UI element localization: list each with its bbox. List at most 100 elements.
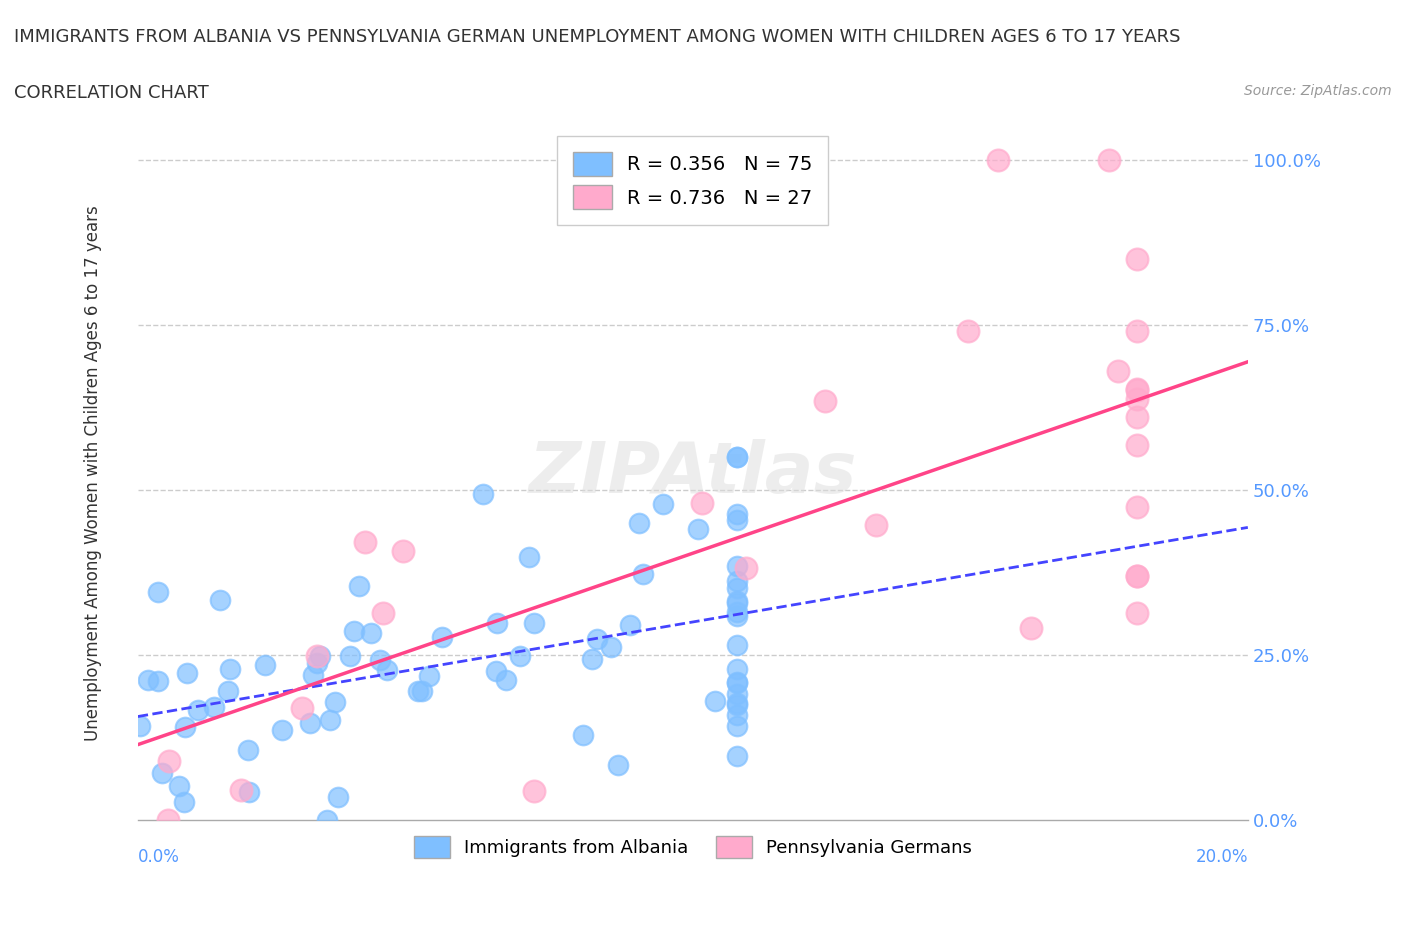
Point [1126, 381, 1149, 396]
Point [328, 790, 350, 804]
Point [735, 561, 758, 576]
Point [231, 782, 253, 797]
Point [581, 651, 603, 666]
Point [725, 574, 748, 589]
Point [686, 521, 709, 536]
Point [354, 535, 377, 550]
Point [725, 507, 748, 522]
Point [323, 695, 346, 710]
Point [725, 707, 748, 722]
Point [347, 578, 370, 593]
Point [1098, 153, 1121, 167]
Point [725, 580, 748, 595]
Point [360, 626, 382, 641]
Point [1126, 437, 1149, 452]
Text: Unemployment Among Women with Children Ages 6 to 17 years: Unemployment Among Women with Children A… [84, 206, 103, 741]
Point [495, 672, 517, 687]
Point [813, 393, 835, 408]
Text: IMMIGRANTS FROM ALBANIA VS PENNSYLVANIA GERMAN UNEMPLOYMENT AMONG WOMEN WITH CHI: IMMIGRANTS FROM ALBANIA VS PENNSYLVANIA … [14, 28, 1181, 46]
Point [208, 592, 231, 607]
Point [138, 673, 160, 688]
Point [523, 615, 546, 630]
Text: Source: ZipAtlas.com: Source: ZipAtlas.com [1244, 84, 1392, 98]
Point [725, 604, 748, 619]
Point [174, 720, 197, 735]
Point [1126, 568, 1149, 583]
Point [238, 784, 260, 799]
Point [339, 648, 361, 663]
Point [305, 656, 328, 671]
Point [254, 658, 277, 672]
Point [509, 648, 531, 663]
Point [725, 593, 748, 608]
Point [169, 778, 191, 793]
Point [1126, 251, 1149, 266]
Point [725, 695, 748, 710]
Point [987, 153, 1010, 167]
Text: 0.0%: 0.0% [138, 848, 180, 866]
Text: ZIPAtlas: ZIPAtlas [529, 439, 858, 508]
Point [217, 684, 239, 698]
Point [1107, 364, 1129, 379]
Point [406, 684, 429, 698]
Point [725, 637, 748, 652]
Legend: Immigrants from Albania, Pennsylvania Germans: Immigrants from Albania, Pennsylvania Ge… [405, 827, 981, 867]
Text: 20.0%: 20.0% [1195, 848, 1249, 866]
Point [411, 684, 433, 698]
Point [204, 699, 226, 714]
Point [309, 648, 332, 663]
Point [315, 813, 337, 828]
Point [865, 518, 887, 533]
Point [418, 668, 440, 683]
Point [1126, 568, 1149, 583]
Point [173, 794, 195, 809]
Point [307, 648, 329, 663]
Point [725, 449, 748, 464]
Point [692, 496, 714, 511]
Point [486, 616, 509, 631]
Point [187, 703, 209, 718]
Point [725, 608, 748, 623]
Point [619, 618, 641, 632]
Point [725, 676, 748, 691]
Point [485, 664, 508, 679]
Point [586, 631, 609, 646]
Point [432, 629, 454, 644]
Point [219, 662, 242, 677]
Point [319, 712, 342, 727]
Point [368, 653, 391, 668]
Point [302, 667, 325, 682]
Point [1126, 409, 1149, 424]
Point [600, 640, 623, 655]
Point [517, 550, 540, 565]
Point [572, 727, 595, 742]
Point [607, 757, 630, 772]
Point [146, 674, 169, 689]
Point [236, 742, 259, 757]
Point [157, 813, 180, 828]
Point [725, 749, 748, 764]
Point [725, 449, 748, 464]
Point [343, 624, 366, 639]
Point [291, 701, 314, 716]
Point [725, 513, 748, 528]
Point [725, 661, 748, 676]
Point [176, 666, 198, 681]
Point [1019, 620, 1042, 635]
Point [628, 515, 651, 530]
Point [471, 486, 494, 501]
Point [957, 324, 980, 339]
Point [391, 543, 413, 558]
Point [150, 765, 173, 780]
Point [1126, 382, 1149, 397]
Point [1126, 605, 1149, 620]
Point [128, 719, 150, 734]
Point [725, 686, 748, 701]
Point [725, 595, 748, 610]
Point [725, 698, 748, 712]
Point [523, 784, 546, 799]
Point [157, 753, 180, 768]
Text: CORRELATION CHART: CORRELATION CHART [14, 84, 209, 101]
Point [271, 723, 294, 737]
Point [633, 566, 655, 581]
